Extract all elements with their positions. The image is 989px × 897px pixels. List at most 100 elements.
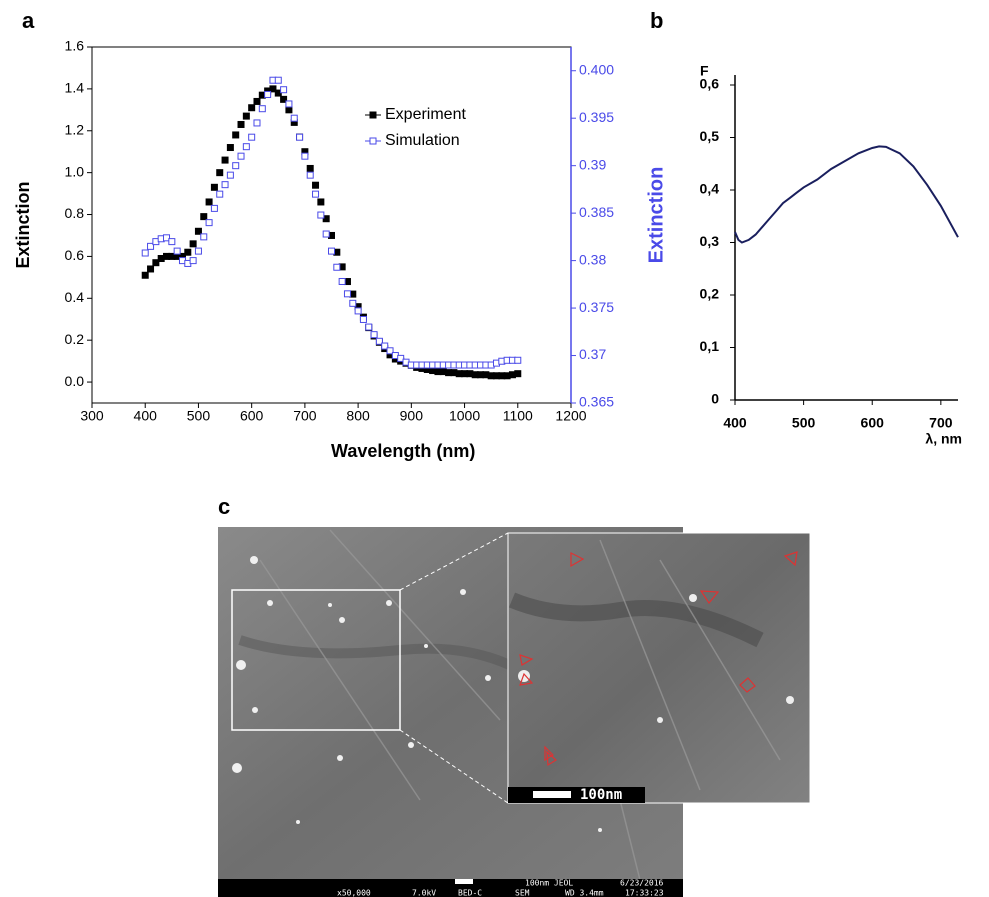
sem-info: WD 3.4mm bbox=[565, 889, 604, 897]
data-point bbox=[200, 233, 208, 241]
x-tick-label: 900 bbox=[400, 408, 424, 424]
legend-label: Experiment bbox=[385, 106, 466, 123]
data-point bbox=[248, 104, 256, 112]
x-axis-title: λ, nm bbox=[925, 431, 962, 447]
legend-label: Simulation bbox=[385, 132, 460, 149]
x-tick-label: 600 bbox=[861, 415, 885, 431]
data-point bbox=[210, 183, 218, 191]
sem-info: x50,000 bbox=[337, 889, 371, 897]
data-point bbox=[349, 299, 357, 307]
y-tick-label: 0,1 bbox=[700, 338, 720, 354]
data-point bbox=[152, 259, 160, 267]
data-point bbox=[290, 114, 298, 122]
sem-image bbox=[218, 527, 811, 897]
data-point bbox=[168, 238, 176, 246]
data-point bbox=[322, 215, 330, 223]
y2-tick-label: 0.375 bbox=[579, 299, 614, 315]
y-tick-label: 0.6 bbox=[65, 247, 85, 263]
y-tick-label: 1.0 bbox=[65, 163, 85, 179]
data-point bbox=[248, 133, 256, 141]
data-point bbox=[354, 307, 362, 315]
y-tick-label: 0,6 bbox=[700, 76, 720, 92]
y-tick-label: 1.6 bbox=[65, 38, 85, 54]
data-point bbox=[237, 120, 245, 128]
y-tick-label: 0,3 bbox=[700, 233, 720, 249]
data-point bbox=[194, 227, 202, 235]
y-tick-label: 0 bbox=[711, 391, 719, 407]
x-tick-label: 500 bbox=[792, 415, 816, 431]
data-line bbox=[734, 145, 959, 244]
y-tick-label: 0.8 bbox=[65, 205, 85, 221]
panel-label: a bbox=[22, 8, 35, 33]
data-point bbox=[226, 144, 234, 152]
y-axis-title: Extinction bbox=[13, 181, 33, 268]
data-point bbox=[328, 247, 335, 255]
data-point bbox=[312, 181, 320, 189]
y2-tick-label: 0.385 bbox=[579, 204, 614, 220]
data-point bbox=[359, 315, 367, 323]
data-point bbox=[285, 106, 293, 114]
data-point bbox=[232, 162, 240, 170]
y-tick-label: 1.2 bbox=[65, 121, 85, 137]
legend-marker bbox=[369, 137, 377, 145]
data-point bbox=[200, 213, 208, 221]
data-point bbox=[210, 204, 218, 212]
data-point bbox=[163, 234, 171, 242]
y-tick-label: 0.0 bbox=[65, 373, 85, 389]
x-tick-label: 500 bbox=[187, 408, 211, 424]
x-tick-label: 800 bbox=[346, 408, 370, 424]
data-point bbox=[264, 90, 272, 98]
data-point bbox=[317, 198, 325, 206]
data-point bbox=[322, 230, 330, 238]
data-point bbox=[184, 248, 192, 256]
sem-info: 7.0kV bbox=[412, 889, 436, 897]
data-point bbox=[221, 181, 229, 189]
data-point bbox=[306, 164, 314, 172]
data-point bbox=[280, 95, 288, 103]
data-point bbox=[343, 290, 351, 298]
data-point bbox=[333, 263, 341, 271]
data-point bbox=[253, 97, 261, 105]
data-point bbox=[269, 85, 277, 93]
y2-axis-title: Extinction bbox=[645, 167, 667, 264]
data-point bbox=[296, 133, 304, 141]
x-tick-label: 400 bbox=[723, 415, 747, 431]
data-point bbox=[375, 337, 383, 345]
x-tick-label: 400 bbox=[134, 408, 158, 424]
y-tick-label: 0.2 bbox=[65, 331, 85, 347]
data-point bbox=[386, 347, 394, 355]
data-point bbox=[370, 331, 378, 339]
sem-info: 100nm JEOL bbox=[525, 879, 573, 888]
y-tick-label: 1.4 bbox=[65, 80, 85, 96]
x-tick-label: 300 bbox=[80, 408, 104, 424]
panel-label: c bbox=[218, 494, 230, 519]
y2-tick-label: 0.39 bbox=[579, 156, 606, 172]
y-tick-label: 0,4 bbox=[700, 181, 720, 197]
y-tick-label: 0.4 bbox=[65, 289, 85, 305]
data-point bbox=[205, 219, 213, 227]
legend-marker bbox=[369, 111, 377, 119]
y2-tick-label: 0.400 bbox=[579, 61, 614, 77]
y-tick-label: 0,5 bbox=[700, 128, 720, 144]
data-point bbox=[141, 271, 149, 279]
plot-frame bbox=[91, 46, 572, 404]
data-point bbox=[397, 354, 405, 362]
data-point bbox=[365, 323, 373, 331]
data-point bbox=[194, 247, 202, 255]
y2-tick-label: 0.37 bbox=[579, 346, 606, 362]
data-point bbox=[274, 76, 282, 84]
data-point bbox=[189, 240, 197, 248]
sem-info: 6/23/2016 bbox=[620, 879, 664, 888]
data-point bbox=[242, 112, 250, 120]
data-point bbox=[381, 342, 389, 350]
data-point bbox=[147, 242, 155, 250]
y2-tick-label: 0.365 bbox=[579, 394, 614, 410]
data-point bbox=[237, 152, 245, 160]
x-tick-label: 700 bbox=[293, 408, 317, 424]
data-point bbox=[312, 190, 320, 198]
data-point bbox=[258, 105, 266, 113]
panel-label: b bbox=[650, 8, 663, 33]
data-point bbox=[514, 356, 522, 364]
sem-info: BED-C bbox=[458, 889, 482, 897]
